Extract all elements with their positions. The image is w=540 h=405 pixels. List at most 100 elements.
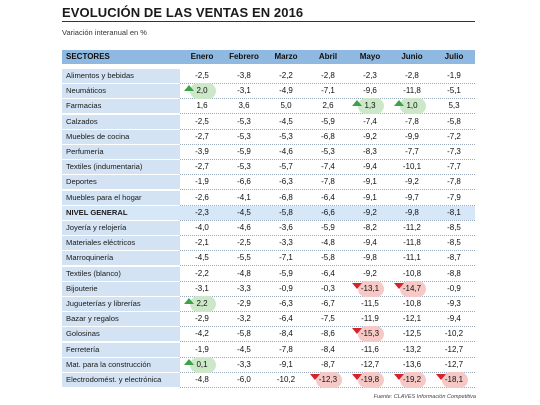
- sector-label: Textiles (indumentaria): [62, 160, 180, 175]
- value-mayo: -12,7: [360, 359, 380, 369]
- table-row: Farmacias 1,6 3,6 5,0 2,6 1,3 1,0 5,3: [62, 98, 475, 115]
- value-junio: -11,2: [403, 223, 421, 232]
- sector-label: Jugueterías y librerías: [62, 297, 180, 311]
- value-enero: -3,9: [195, 147, 209, 156]
- value-enero: -2,7: [195, 162, 209, 172]
- table-row: Ferretería -1,9 -4,5 -7,8 -8,4 -11,6 -13,2 -12,…: [62, 342, 475, 358]
- header-junio: Junio: [401, 52, 423, 61]
- positive-highlight: [358, 98, 384, 115]
- value-febrero: -5,3: [237, 131, 251, 141]
- value-enero: -2,9: [195, 314, 209, 324]
- negative-highlight: [358, 326, 384, 343]
- row-separator: [180, 265, 475, 267]
- value-mayo: -11,5: [361, 299, 379, 308]
- header-febrero: Febrero: [229, 52, 259, 61]
- value-mayo: 1,3: [364, 101, 376, 111]
- value-julio: -8,7: [447, 253, 461, 263]
- row-separator: [180, 235, 475, 236]
- value-junio: -13,6: [402, 359, 422, 369]
- down-arrow-icon: [352, 374, 362, 380]
- value-abril: -5,8: [321, 253, 335, 263]
- value-abril: -2,8: [321, 71, 335, 80]
- value-marzo: -8,4: [279, 329, 293, 339]
- value-julio: -9,4: [447, 314, 461, 324]
- table-header: SECTORES Enero Febrero Marzo Abril Mayo …: [62, 50, 475, 64]
- value-julio: -18,1: [444, 375, 464, 384]
- value-enero: -2,5: [195, 116, 209, 126]
- value-marzo: -7,8: [279, 344, 293, 354]
- value-abril: -8,6: [321, 329, 335, 339]
- value-julio: -8,5: [447, 223, 461, 232]
- value-junio: -7,8: [405, 116, 419, 126]
- header-julio: Julio: [444, 52, 464, 61]
- row-separator: [180, 174, 475, 176]
- table-row: Calzados -2,5 -5,3 -4,5 -5,9 -7,4 -7,8 -5,8: [62, 114, 475, 130]
- table-row: Bazar y regalos -2,9 -3,2 -6,4 -7,5 -11,9 -12,…: [62, 312, 475, 328]
- negative-highlight: [358, 372, 384, 388]
- value-abril: -0,3: [321, 283, 335, 293]
- negative-highlight: [316, 372, 342, 388]
- sector-label: Materiales eléctricos: [62, 236, 180, 251]
- row-separator: [180, 311, 475, 312]
- row-separator: [180, 98, 475, 100]
- negative-highlight: [400, 372, 426, 388]
- value-junio: -14,7: [402, 283, 422, 293]
- value-marzo: -10,2: [276, 375, 296, 384]
- value-junio: -11,8: [403, 238, 421, 248]
- value-enero: 1,6: [196, 101, 208, 111]
- value-febrero: -4,8: [237, 268, 251, 278]
- up-arrow-icon: [352, 100, 362, 107]
- value-junio: -9,9: [405, 131, 419, 141]
- value-junio: -19,2: [402, 375, 422, 384]
- value-enero: -2,7: [195, 131, 209, 141]
- down-arrow-icon: [352, 282, 362, 289]
- value-mayo: -8,3: [363, 147, 377, 156]
- sector-label: Marroquinería: [62, 251, 180, 266]
- value-abril: -5,9: [321, 116, 335, 126]
- value-abril: -6,4: [321, 268, 335, 278]
- value-abril: -5,9: [321, 223, 335, 232]
- row-separator: [180, 250, 475, 252]
- value-julio: -8,5: [447, 238, 461, 248]
- negative-highlight: [400, 280, 426, 297]
- header-marzo: Marzo: [274, 52, 298, 61]
- value-marzo: -5,9: [279, 268, 293, 278]
- value-marzo: -7,1: [279, 253, 293, 263]
- value-febrero: -4,6: [237, 223, 251, 232]
- value-abril: -8,4: [321, 344, 335, 354]
- table-row: Mat. para la construcción 0,1 -3,3 -9,1 -8,7…: [62, 356, 475, 373]
- value-junio: -9,2: [405, 177, 419, 187]
- positive-highlight: [190, 83, 216, 100]
- value-febrero: -6,6: [237, 177, 251, 187]
- header-sectores: SECTORES: [66, 52, 110, 61]
- sector-label: Muebles para el hogar: [62, 190, 180, 205]
- sector-label: Bazar y regalos: [62, 312, 180, 327]
- value-mayo: -9,1: [363, 177, 377, 187]
- value-febrero: -3,1: [237, 86, 251, 96]
- chart-title: EVOLUCIÓN DE LAS VENTAS EN 2016: [62, 5, 304, 20]
- up-arrow-icon: [394, 100, 404, 107]
- value-julio: -1,9: [447, 71, 461, 80]
- table-row-nivel-general: NIVEL GENERAL -2,3 -4,5 -5,8 -6,6 -9,2 -9,8 -8,…: [62, 205, 475, 221]
- sector-label: Perfumería: [62, 145, 180, 159]
- value-febrero: -5,8: [237, 329, 251, 339]
- value-marzo: -6,3: [279, 177, 293, 187]
- value-abril: -6,6: [321, 207, 335, 217]
- value-febrero: -4,1: [237, 192, 251, 202]
- value-abril: -7,1: [321, 86, 335, 96]
- negative-highlight: [442, 372, 468, 388]
- chart-subtitle: Variación interanual en %: [62, 28, 147, 37]
- value-abril: -7,4: [321, 162, 335, 172]
- value-marzo: -6,4: [279, 314, 293, 324]
- down-arrow-icon: [310, 374, 320, 380]
- value-mayo: -9,2: [363, 207, 377, 217]
- table-row: Textiles (blanco) -2,2 -4,8 -5,9 -6,4 -9,2 -10…: [62, 266, 475, 282]
- sector-label: Alimentos y bebidas: [62, 69, 180, 83]
- value-julio: -5,8: [447, 116, 461, 126]
- header-mayo: Mayo: [359, 52, 381, 61]
- value-mayo: -9,4: [363, 238, 377, 248]
- down-arrow-icon: [436, 374, 446, 380]
- value-enero: -4,5: [195, 253, 209, 263]
- value-junio: -12,1: [402, 314, 422, 324]
- title-rule: [62, 21, 475, 22]
